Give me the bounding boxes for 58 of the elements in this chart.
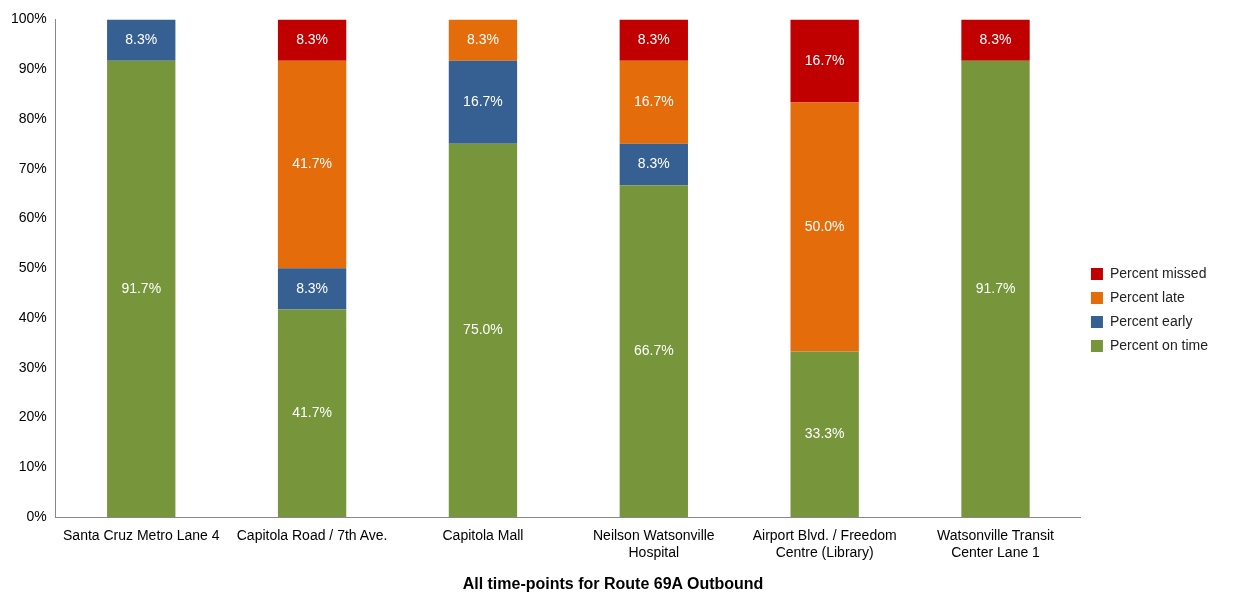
- bar: [619, 19, 688, 61]
- bar: [277, 19, 347, 61]
- data-label: 8.3%: [637, 30, 670, 47]
- bar: [619, 185, 688, 518]
- bar: [277, 309, 347, 518]
- data-label: 16.7%: [463, 93, 503, 110]
- data-label: 33.3%: [804, 425, 845, 442]
- bar: [448, 19, 518, 61]
- y-tick-label: 100%: [10, 10, 47, 27]
- x-tick-label: Neilson Watsonville Hospital: [592, 527, 715, 561]
- data-label: 8.3%: [125, 30, 158, 47]
- data-label: 8.3%: [466, 30, 499, 47]
- bar: [790, 351, 859, 518]
- legend-label: Percent on time: [1109, 336, 1209, 353]
- y-tick-label: 60%: [18, 209, 47, 226]
- data-label: 8.3%: [296, 279, 329, 296]
- bar: [448, 143, 518, 518]
- bar: [790, 19, 859, 103]
- bar: [790, 102, 859, 352]
- y-tick-label: 70%: [18, 159, 47, 176]
- data-label: 50.0%: [804, 217, 845, 234]
- bar: [107, 60, 176, 518]
- x-tick-label: Capitola Mall: [442, 527, 524, 544]
- data-label: 91.7%: [121, 279, 162, 296]
- data-label: 66.7%: [633, 342, 674, 359]
- y-tick-label: 10%: [18, 458, 47, 475]
- y-tick-label: 20%: [18, 408, 47, 425]
- text: All time-points for Route 69A Outbound: [462, 574, 764, 592]
- x-tick-label: Capitola Road / 7th Ave.: [236, 527, 388, 544]
- bar: [448, 60, 518, 144]
- bar: [277, 268, 347, 310]
- bar: [277, 60, 347, 269]
- x-tick-label: Watsonville Transit Center Lane 1: [937, 527, 1055, 561]
- data-label: 8.3%: [637, 155, 670, 172]
- bar: [961, 60, 1030, 518]
- legend-label: Percent missed: [1109, 264, 1207, 281]
- data-label: 41.7%: [292, 404, 332, 421]
- legend-label: Percent early: [1109, 312, 1193, 329]
- y-tick-label: 80%: [18, 109, 47, 126]
- data-label: 75.0%: [463, 321, 503, 338]
- data-label: 8.3%: [979, 30, 1012, 47]
- data-label: 16.7%: [804, 51, 845, 68]
- y-tick-label: 30%: [18, 358, 47, 375]
- x-tick-label: Santa Cruz Metro Lane 4: [63, 527, 220, 544]
- legend-label: Percent late: [1109, 288, 1185, 305]
- data-label: 41.7%: [292, 155, 332, 172]
- data-label: 8.3%: [296, 30, 329, 47]
- data-label: 16.7%: [633, 93, 674, 110]
- bar: [619, 60, 688, 144]
- y-tick-label: 40%: [18, 308, 47, 325]
- y-tick-label: 0%: [26, 508, 47, 525]
- bar: [107, 19, 176, 61]
- bar: [619, 143, 688, 186]
- data-label: 91.7%: [975, 279, 1016, 296]
- x-tick-label: Airport Blvd. / Freedom Centre (Library): [752, 527, 897, 561]
- bar: [961, 19, 1030, 61]
- y-tick-label: 90%: [18, 60, 47, 77]
- y-tick-label: 50%: [18, 259, 47, 276]
